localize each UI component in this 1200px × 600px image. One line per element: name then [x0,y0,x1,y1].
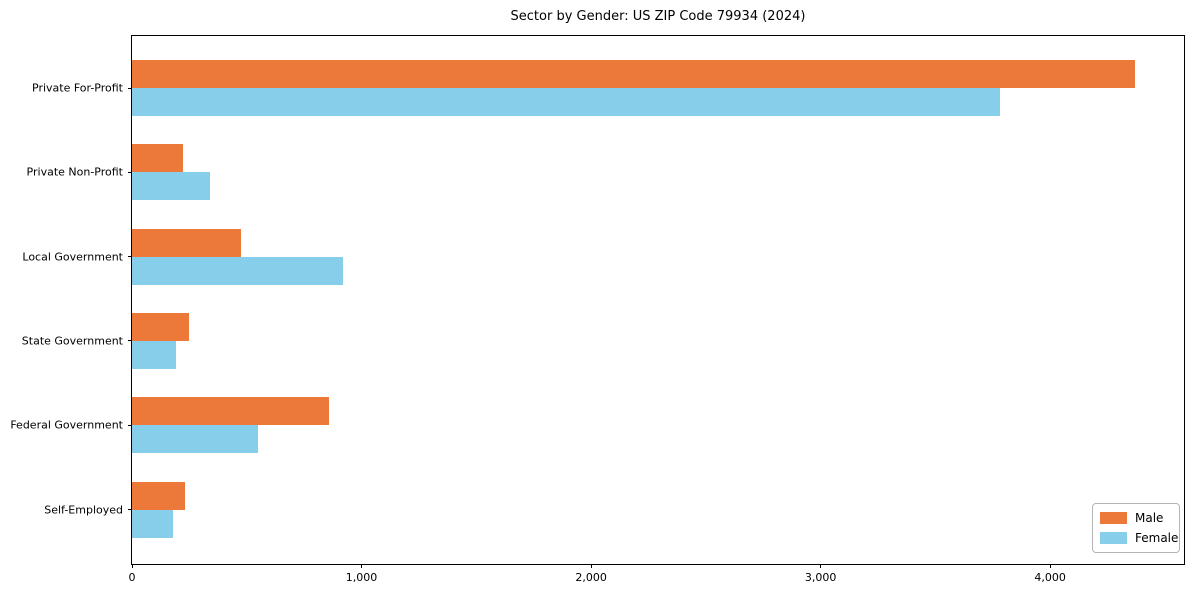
category-label-private-for-profit: Private For-Profit [32,81,123,95]
y-tick-mark [128,87,132,89]
x-tick-label-0: 0 [128,571,136,584]
bar-female-self-employed [132,509,174,538]
category-label-private-non-profit: Private Non-Profit [26,165,123,179]
x-tick-mark [361,564,363,568]
bar-male-local-government [132,228,241,257]
x-tick-label-1000: 1,000 [345,571,378,584]
legend: Male Female [1092,503,1180,553]
category-label-self-employed: Self-Employed [44,503,123,516]
bar-male-federal-government [132,397,330,426]
x-tick-mark [820,564,822,568]
bar-male-private-for-profit [132,60,1136,88]
category-label-local-government: Local Government [22,250,123,264]
bar-male-state-government [132,312,190,341]
category-label-federal-government: Federal Government [10,418,123,432]
legend-item-female: Female [1100,531,1178,545]
legend-label-female: Female [1135,531,1179,545]
legend-item-male: Male [1100,511,1171,525]
y-tick-mark [128,509,132,510]
bar-female-private-non-profit [132,172,210,201]
female-series-swatch-icon [1100,532,1127,544]
male-series-swatch-icon [1100,512,1127,524]
x-tick-label-2000: 2,000 [575,571,607,584]
bar-female-local-government [132,256,344,285]
x-tick-label-4000: 4,000 [1034,571,1066,584]
y-tick-mark [128,256,132,258]
bar-male-self-employed [132,481,185,510]
category-label-state-government: State Government [21,334,123,348]
bar-female-private-for-profit [132,88,1000,116]
y-tick-mark [128,424,132,426]
bar-female-state-government [132,340,176,369]
x-tick-mark [1049,564,1051,568]
bar-male-private-non-profit [132,144,183,173]
x-tick-mark [590,564,592,568]
chart-title: Sector by Gender: US ZIP Code 79934 (202… [510,9,806,24]
x-tick-mark [131,564,133,568]
plot-area: Male Female Private For-Profit Private No… [10,35,1185,584]
y-tick-mark [128,171,132,173]
legend-label-male: Male [1135,511,1164,525]
y-tick-mark [128,340,132,342]
bar-female-federal-government [132,425,259,454]
x-tick-label-3000: 3,000 [804,571,837,584]
